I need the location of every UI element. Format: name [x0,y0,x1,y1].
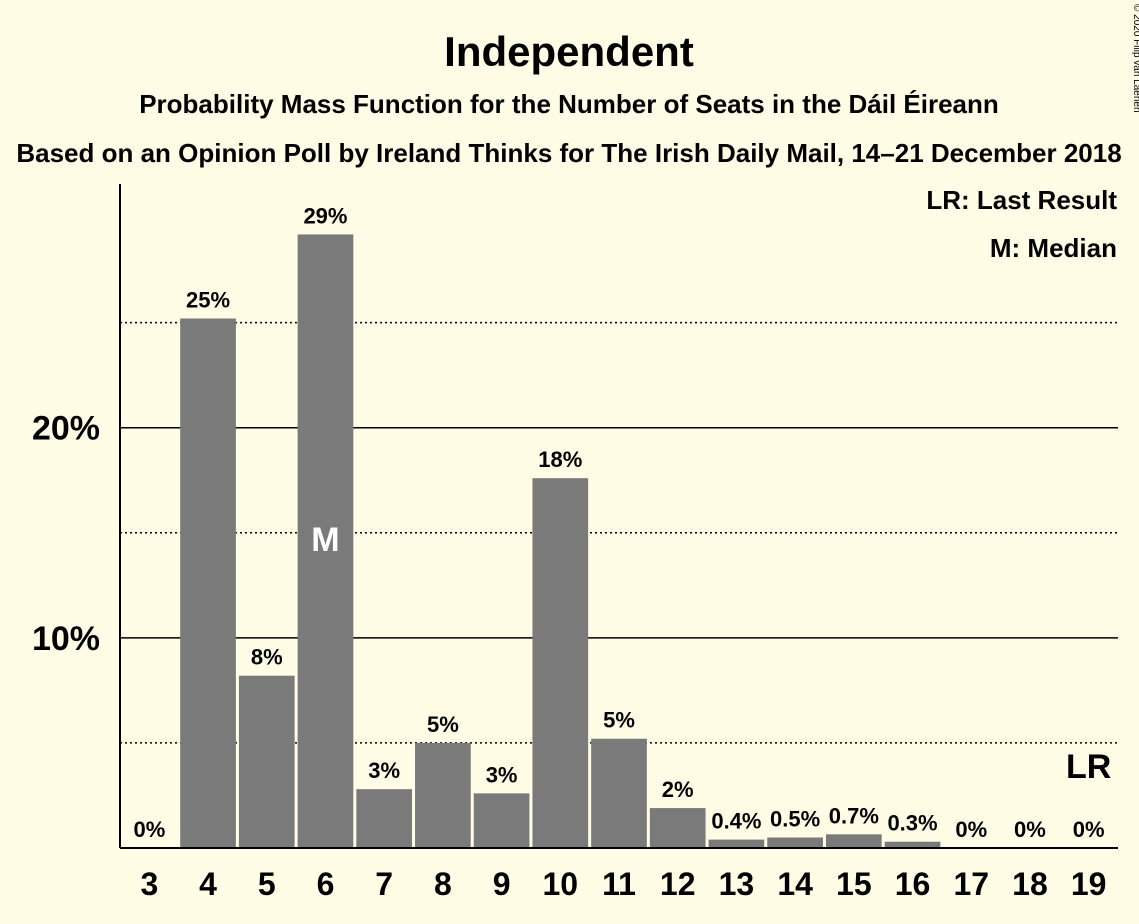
x-tick-label-4: 4 [199,866,217,902]
data-label-11: 5% [603,708,635,733]
data-label-18: 0% [1014,817,1046,842]
y-tick-label: 20% [32,410,100,448]
last-result-marker: LR [1066,748,1111,786]
data-label-13: 0.4% [711,809,761,834]
data-label-14: 0.5% [770,806,820,831]
data-label-8: 5% [427,712,459,737]
x-tick-label-5: 5 [258,866,276,902]
data-label-7: 3% [368,758,400,783]
data-label-17: 0% [955,817,987,842]
bar-15 [825,834,882,848]
x-tick-label-8: 8 [434,866,452,902]
bar-6 [297,234,354,849]
x-tick-label-17: 17 [953,866,989,902]
x-tick-label-14: 14 [777,866,813,902]
x-tick-label-11: 11 [602,866,636,902]
data-label-12: 2% [662,777,694,802]
bar-12 [649,808,706,848]
bar-8 [415,742,471,848]
bars [180,234,941,849]
bar-13 [708,839,765,848]
x-tick-label-19: 19 [1071,866,1107,902]
data-label-15: 0.7% [829,803,879,828]
x-tick-label-10: 10 [542,866,578,902]
data-label-10: 18% [538,447,582,472]
data-label-16: 0.3% [887,811,937,836]
bar-5 [238,675,295,848]
median-marker: M [311,521,339,559]
axes: 10% 20% 3 4 5 6 7 8 9 10 11 12 13 14 15 16 17 18 19 [32,184,1118,902]
data-label-4: 25% [186,287,230,312]
bar-11 [591,738,647,848]
bar-10 [532,478,589,848]
chart-subtitle-poll: Based on an Opinion Poll by Ireland Thin… [16,138,1121,168]
bar-4 [180,318,236,848]
data-label-9: 3% [486,762,518,787]
bar-16 [884,841,941,848]
x-tick-label-3: 3 [140,866,158,902]
chart-title: Independent [444,28,694,75]
x-tick-label-9: 9 [493,866,511,902]
chart-subtitle: Probability Mass Function for the Number… [139,89,999,119]
x-tick-label-15: 15 [836,866,872,902]
data-label-6: 29% [303,203,347,228]
data-labels: 0% 25% 8% 29% M 3% 5% 3% 18% 5% 2% 0.4% 0.5% 0.7% 0.3%… [133,203,1111,842]
legend-median: M: Median [990,233,1117,263]
x-tick-label-13: 13 [719,866,755,902]
bar-7 [356,789,413,848]
x-tick-label-16: 16 [895,866,931,902]
bar-9 [473,793,530,848]
x-tick-label-12: 12 [660,866,696,902]
data-label-5: 8% [251,645,283,670]
data-label-19: 0% [1073,817,1105,842]
y-tick-label: 10% [32,620,100,658]
x-tick-label-7: 7 [375,866,393,902]
x-tick-label-6: 6 [317,866,335,902]
bar-14 [767,837,823,848]
copyright-notice: © 2020 Filip van Laenen [1131,4,1139,113]
data-label-3: 0% [133,817,165,842]
legend-last-result: LR: Last Result [926,185,1117,215]
x-tick-label-18: 18 [1012,866,1048,902]
